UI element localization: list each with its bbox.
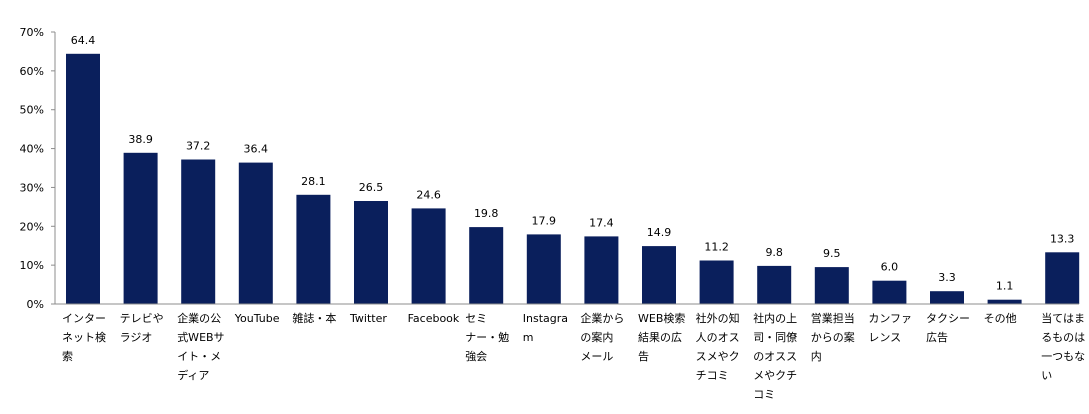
x-tick-label: その他: [984, 312, 1017, 325]
x-tick-label: 企業の公: [177, 311, 221, 325]
x-tick-label: ナー・勉: [465, 330, 509, 344]
bar-value-label: 14.9: [647, 226, 672, 239]
x-tick-label: メール: [580, 350, 613, 363]
x-tick-label: ネット検: [62, 330, 106, 344]
x-tick-label: 索: [62, 349, 73, 363]
x-tick-label: レンス: [868, 331, 901, 344]
x-tick-label: 社内の上: [753, 311, 797, 325]
x-tick-label: 式WEBサ: [177, 331, 224, 344]
x-tick-label: 内: [811, 349, 822, 363]
x-tick-label: メやクチ: [753, 369, 797, 382]
bar-value-label: 3.3: [938, 271, 956, 284]
x-tick-label: イト・メ: [177, 350, 221, 363]
bar-value-label: 26.5: [359, 181, 384, 194]
bar: [354, 201, 388, 304]
bar: [642, 246, 676, 304]
x-tick-label: Twitter: [349, 312, 387, 325]
x-tick-label: 営業担当: [811, 311, 855, 325]
bar: [526, 234, 561, 304]
x-tick-label: m: [523, 331, 534, 344]
bar: [757, 265, 792, 304]
bar: [181, 159, 216, 304]
bar: [1045, 252, 1080, 304]
x-tick-label: るものは: [1041, 331, 1085, 344]
bar-value-label: 38.9: [128, 133, 153, 146]
x-tick-label: 企業から: [580, 311, 624, 325]
x-tick-label: Instagra: [523, 312, 568, 325]
x-tick-label: 告: [638, 350, 649, 363]
y-tick-label: 10%: [20, 259, 44, 272]
bar: [123, 152, 158, 304]
x-tick-label: チコミ: [696, 369, 729, 382]
bar: [66, 53, 100, 304]
x-tick-label: からの案: [811, 330, 855, 344]
bars: [66, 53, 1080, 304]
y-tick-label: 40%: [20, 143, 44, 156]
x-tick-label: 広告: [926, 331, 948, 344]
bar-value-label: 36.4: [244, 143, 269, 156]
x-tick-label: 当てはま: [1041, 311, 1085, 325]
bar: [814, 267, 849, 304]
x-tick-label: 強会: [465, 350, 487, 363]
bar: [930, 291, 964, 304]
x-tick-label: ラジオ: [120, 331, 153, 344]
x-tick-label: 司・同僚: [753, 331, 797, 344]
y-tick-label: 20%: [20, 220, 44, 233]
bar-value-label: 64.4: [71, 34, 96, 47]
y-tick-label: 70%: [20, 26, 44, 39]
bar: [296, 194, 331, 304]
bar: [987, 299, 1022, 304]
y-tick-label: 50%: [20, 104, 44, 117]
y-tick-label: 30%: [20, 181, 44, 194]
x-tick-label: タクシー: [926, 312, 970, 325]
x-tick-label: の案内: [580, 330, 613, 344]
x-tick-label: WEB検索: [638, 311, 685, 325]
bar-value-label: 17.9: [532, 214, 557, 227]
y-axis: 0% 10% 20% 30% 40% 50% 60% 70%: [20, 26, 56, 311]
x-tick-label: 社外の知: [696, 311, 740, 325]
x-tick-label: 人のオス: [696, 331, 740, 344]
bar: [584, 236, 619, 304]
bar-value-label: 19.8: [474, 207, 499, 220]
bar: [699, 260, 734, 304]
bar-value-label: 37.2: [186, 140, 211, 153]
bar: [469, 227, 504, 304]
bar-value-label: 1.1: [996, 280, 1014, 293]
bar-value-label: 17.4: [589, 216, 614, 229]
bar-value-label: 24.6: [416, 188, 441, 201]
x-tick-label: い: [1041, 369, 1052, 382]
x-tick-label: 結果の広: [638, 330, 682, 344]
bar-value-label: 11.2: [704, 241, 729, 254]
bar: [238, 162, 273, 304]
bar-value-label: 13.3: [1050, 232, 1075, 245]
x-tick-label: のオスス: [753, 350, 797, 363]
x-tick-label: セミ: [465, 312, 487, 325]
value-labels: 64.4 38.9 37.2 36.4 28.1 26.5 24.6 19.8 17.9 17.4…: [71, 34, 1075, 293]
y-tick-label: 60%: [20, 65, 44, 78]
x-tick-label: コミ: [753, 388, 775, 401]
bar-value-label: 6.0: [881, 261, 899, 274]
x-tick-label: スメやク: [696, 350, 740, 363]
bar: [411, 208, 446, 304]
bar: [872, 280, 907, 304]
x-tick-label: 一つもな: [1041, 350, 1085, 363]
x-tick-label: Facebook: [408, 312, 460, 325]
x-tick-label: インター: [62, 312, 106, 325]
bar-value-label: 9.8: [765, 246, 783, 259]
bar-value-label: 9.5: [823, 247, 841, 260]
x-tick-label: ディア: [177, 368, 209, 382]
x-tick-label: テレビや: [120, 312, 164, 325]
x-tick-label: YouTube: [234, 312, 280, 325]
bar-value-label: 28.1: [301, 175, 326, 188]
x-tick-label: 雑誌・本: [292, 311, 336, 325]
y-tick-label: 0%: [27, 298, 44, 311]
x-tick-label: カンファ: [868, 312, 912, 325]
